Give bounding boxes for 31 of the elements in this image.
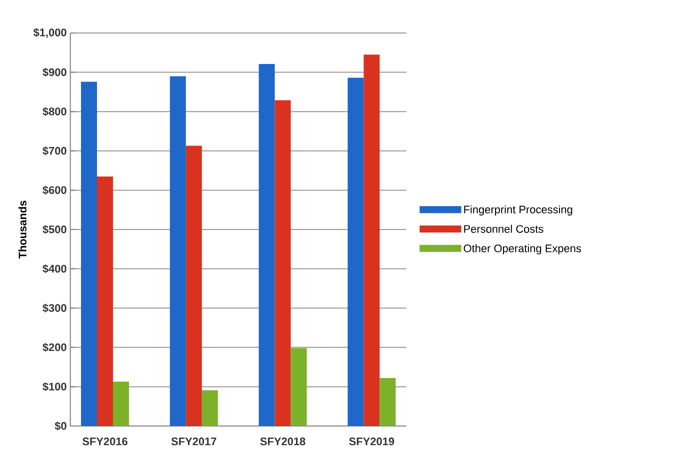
- bar: [186, 146, 202, 426]
- x-tick-label: SFY2017: [171, 438, 216, 446]
- y-tick-label: $800: [42, 107, 66, 116]
- x-tick-label: SFY2016: [82, 438, 128, 446]
- bar: [202, 390, 218, 426]
- y-axis-title: Thousands: [18, 200, 26, 259]
- bar: [290, 348, 307, 426]
- legend-label: Fingerprint Processing: [464, 205, 572, 216]
- x-tick-label: SFY2019: [349, 438, 394, 446]
- y-tick-label: $0: [54, 422, 66, 430]
- y-tick-label: $200: [42, 342, 66, 352]
- y-tick-label: $100: [42, 382, 66, 392]
- y-tick-label: $1,000: [33, 28, 66, 38]
- x-tick-label: SFY2018: [260, 438, 306, 446]
- y-tick-label: $400: [42, 264, 66, 274]
- y-tick-label: $600: [42, 186, 66, 195]
- bar: [380, 378, 396, 426]
- bar: [81, 82, 97, 426]
- y-tick-label: $700: [42, 146, 66, 156]
- bar: [170, 76, 186, 426]
- y-tick-label: $300: [42, 304, 66, 313]
- legend-label: Personnel Costs: [464, 224, 544, 233]
- bar: [274, 100, 291, 426]
- bar: [258, 64, 275, 426]
- legend-label: Other Operating Expens: [464, 244, 582, 254]
- y-tick-label: $500: [42, 225, 66, 234]
- bar: [364, 54, 380, 426]
- bar: [97, 176, 113, 426]
- y-tick-label: $900: [42, 68, 66, 77]
- bar: [113, 382, 129, 426]
- bar: [348, 78, 364, 426]
